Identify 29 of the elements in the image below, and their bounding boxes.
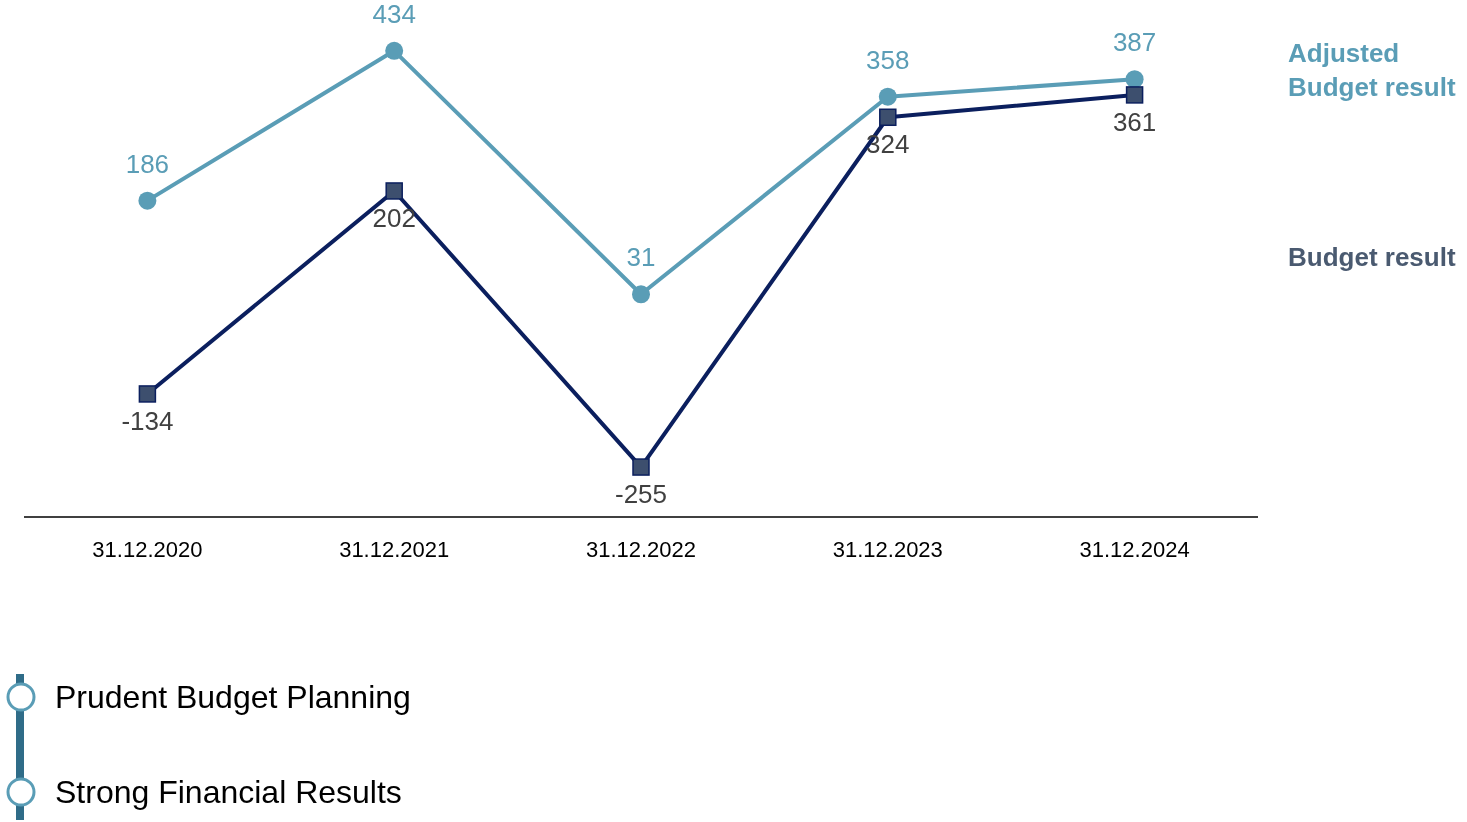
point (1125, 86, 1144, 104)
text: Strong Financial Results (55, 774, 402, 810)
data-label: 202 (372, 202, 416, 233)
point (879, 108, 897, 127)
point (878, 87, 897, 106)
data-label: 358 (866, 44, 910, 75)
x-tick-label: 31.12.2023 (832, 537, 943, 562)
x-tick-label: 31.12.2021 (339, 537, 450, 562)
point (1125, 70, 1144, 89)
data-label: 434 (372, 0, 416, 29)
point (138, 191, 157, 210)
data-label: 31 (626, 242, 656, 273)
text: Prudent Budget Planning (55, 679, 411, 715)
x-tick-label: 31.12.2022 (585, 537, 697, 562)
text: Adjusted Budget result (1288, 38, 1456, 102)
data-label: -255 (614, 479, 668, 510)
point (632, 458, 650, 476)
x-tick-label: 31.12.2020 (92, 537, 203, 562)
point (385, 182, 403, 200)
point (385, 41, 404, 60)
text: Budget result (1288, 242, 1456, 272)
data-label: 387 (1112, 27, 1157, 58)
point (138, 385, 157, 403)
data-label: 361 (1112, 106, 1157, 137)
data-label: 324 (866, 129, 910, 160)
data-label: -134 (121, 405, 174, 436)
point (632, 285, 650, 304)
x-tick-label: 31.12.2024 (1079, 537, 1190, 562)
data-label: 186 (125, 148, 170, 179)
